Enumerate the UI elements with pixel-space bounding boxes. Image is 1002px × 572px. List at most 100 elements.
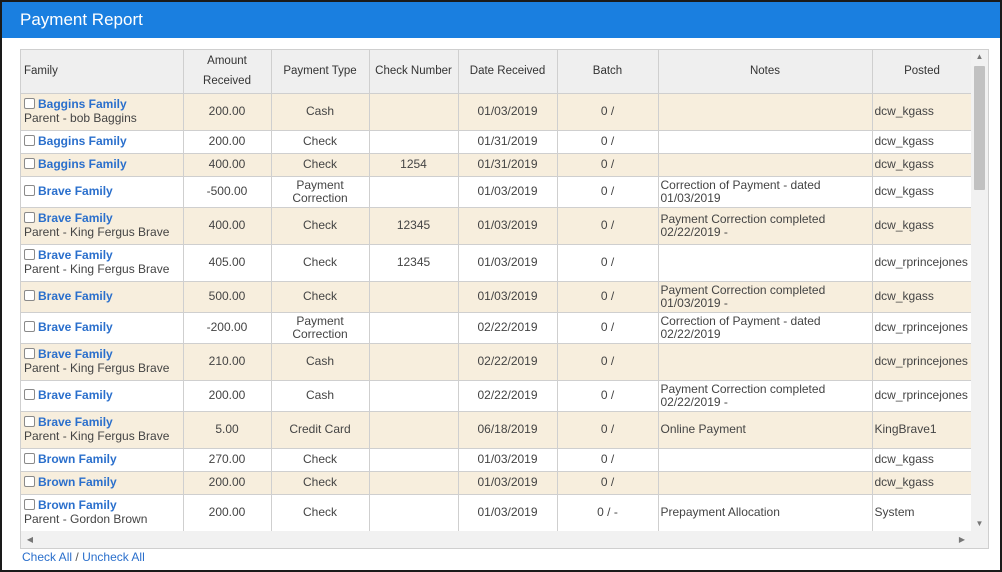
family-cell: Baggins Family — [21, 130, 184, 154]
column-header-payment-type[interactable]: Payment Type — [271, 50, 370, 94]
arrow-up-icon[interactable]: ▲ — [975, 52, 984, 61]
date-received-cell: 01/31/2019 — [458, 130, 558, 154]
check-number-cell — [369, 343, 459, 381]
column-header-family[interactable]: Family — [21, 50, 184, 94]
table-row: Brave Family Parent - King Fergus Brave 40… — [21, 244, 973, 282]
report-table-container: Family Amount Received Payment Type Chec… — [20, 49, 989, 549]
column-header-amount[interactable]: Amount Received — [183, 50, 272, 94]
family-link[interactable]: Brave Family — [38, 183, 113, 198]
check-number-cell — [369, 411, 459, 449]
scroll-thumb[interactable] — [974, 66, 985, 190]
family-link[interactable]: Brown Family — [38, 498, 117, 512]
column-header-batch[interactable]: Batch — [557, 50, 659, 94]
table-row: Brave Family 500.00 Check 01/03/2019 0 /Paym… — [21, 281, 973, 313]
family-link[interactable]: Baggins Family — [38, 133, 127, 148]
payment-type-cell: Payment Correction — [271, 312, 370, 344]
row-checkbox[interactable] — [24, 98, 35, 109]
amount-cell: 200.00 — [183, 471, 272, 495]
uncheck-all-link[interactable]: Uncheck All — [82, 550, 145, 564]
notes-cell: Online Payment — [658, 411, 873, 449]
payment-type-cell: Check — [271, 153, 370, 177]
posted-cell: KingBrave1 — [872, 411, 973, 449]
table-row: Baggins Family 400.00 Check 1254 01/31/2019 0… — [21, 153, 973, 177]
table-row: Brave Family Parent - King Fergus Brave 40… — [21, 207, 973, 245]
date-received-cell: 01/03/2019 — [458, 448, 558, 472]
check-number-cell — [369, 93, 459, 131]
parent-name: Parent - King Fergus Brave — [24, 361, 170, 375]
check-number-cell — [369, 176, 459, 208]
row-checkbox[interactable] — [24, 416, 35, 427]
row-checkbox[interactable] — [24, 212, 35, 223]
batch-cell: 0 / — [557, 244, 659, 282]
column-header-posted[interactable]: Posted — [872, 50, 973, 94]
payment-type-cell: Check — [271, 494, 370, 532]
family-cell: Brave Family — [21, 176, 184, 208]
posted-cell: dcw_kgass — [872, 130, 973, 154]
column-header-date-received[interactable]: Date Received — [458, 50, 558, 94]
family-link[interactable]: Brave Family — [38, 415, 113, 429]
date-received-cell: 01/31/2019 — [458, 153, 558, 177]
payment-table: Family Amount Received Payment Type Chec… — [21, 50, 973, 532]
amount-cell: 270.00 — [183, 448, 272, 472]
row-checkbox[interactable] — [24, 452, 35, 464]
notes-cell — [658, 343, 873, 381]
payment-type-cell: Check — [271, 244, 370, 282]
family-link[interactable]: Brave Family — [38, 347, 113, 361]
check-number-cell: 12345 — [369, 207, 459, 245]
row-checkbox[interactable] — [24, 289, 35, 301]
payment-type-cell: Check — [271, 130, 370, 154]
family-link[interactable]: Brave Family — [38, 211, 113, 225]
arrow-down-icon[interactable]: ▼ — [975, 519, 984, 528]
date-received-cell: 01/03/2019 — [458, 176, 558, 208]
row-checkbox[interactable] — [24, 348, 35, 359]
notes-cell: Correction of Payment - dated 02/22/2019 — [658, 312, 873, 344]
date-received-cell: 02/22/2019 — [458, 343, 558, 381]
batch-cell: 0 / — [557, 281, 659, 313]
family-link[interactable]: Baggins Family — [38, 156, 127, 171]
check-number-cell: 12345 — [369, 244, 459, 282]
row-checkbox[interactable] — [24, 320, 35, 332]
row-checkbox[interactable] — [24, 249, 35, 260]
arrow-left-icon[interactable]: ◀ — [26, 535, 34, 544]
table-row: Brave Family -200.00 Payment Correction 02/… — [21, 312, 973, 344]
family-cell: Brown Family — [21, 471, 184, 495]
family-link[interactable]: Brown Family — [38, 474, 117, 489]
family-cell: Brave Family Parent - King Fergus Brave — [21, 244, 184, 282]
batch-cell: 0 / — [557, 380, 659, 412]
payment-type-cell: Cash — [271, 343, 370, 381]
arrow-right-icon[interactable]: ▶ — [958, 535, 966, 544]
posted-cell: dcw_kgass — [872, 153, 973, 177]
check-all-link[interactable]: Check All — [22, 550, 73, 564]
family-link[interactable]: Brown Family — [38, 451, 117, 466]
batch-cell: 0 / — [557, 207, 659, 245]
notes-cell — [658, 153, 873, 177]
notes-cell: Prepayment Allocation — [658, 494, 873, 532]
horizontal-scrollbar[interactable]: ◀ ▶ — [21, 531, 971, 548]
row-checkbox[interactable] — [24, 134, 35, 146]
column-header-notes[interactable]: Notes — [658, 50, 873, 94]
family-link[interactable]: Brave Family — [38, 319, 113, 334]
posted-cell: dcw_kgass — [872, 471, 973, 495]
row-checkbox[interactable] — [24, 184, 35, 196]
family-link[interactable]: Brave Family — [38, 387, 113, 402]
check-number-cell — [369, 380, 459, 412]
check-number-cell: 1254 — [369, 153, 459, 177]
payment-type-cell: Check — [271, 448, 370, 472]
family-link[interactable]: Baggins Family — [38, 97, 127, 111]
row-checkbox[interactable] — [24, 499, 35, 510]
row-checkbox[interactable] — [24, 388, 35, 400]
payment-type-cell: Payment Correction — [271, 176, 370, 208]
family-link[interactable]: Brave Family — [38, 288, 113, 303]
table-row: Baggins Family Parent - bob Baggins 200.00… — [21, 93, 973, 131]
check-number-cell — [369, 494, 459, 532]
posted-cell: dcw_rprincejones — [872, 312, 973, 344]
family-link[interactable]: Brave Family — [38, 248, 113, 262]
vertical-scrollbar[interactable]: ▲ ▼ — [971, 50, 988, 531]
row-checkbox[interactable] — [24, 475, 35, 487]
date-received-cell: 02/22/2019 — [458, 312, 558, 344]
column-header-check-number[interactable]: Check Number — [369, 50, 459, 94]
posted-cell: dcw_rprincejones — [872, 343, 973, 381]
page-title: Payment Report — [20, 10, 143, 29]
row-checkbox[interactable] — [24, 157, 35, 169]
notes-cell: Correction of Payment - dated 01/03/2019 — [658, 176, 873, 208]
